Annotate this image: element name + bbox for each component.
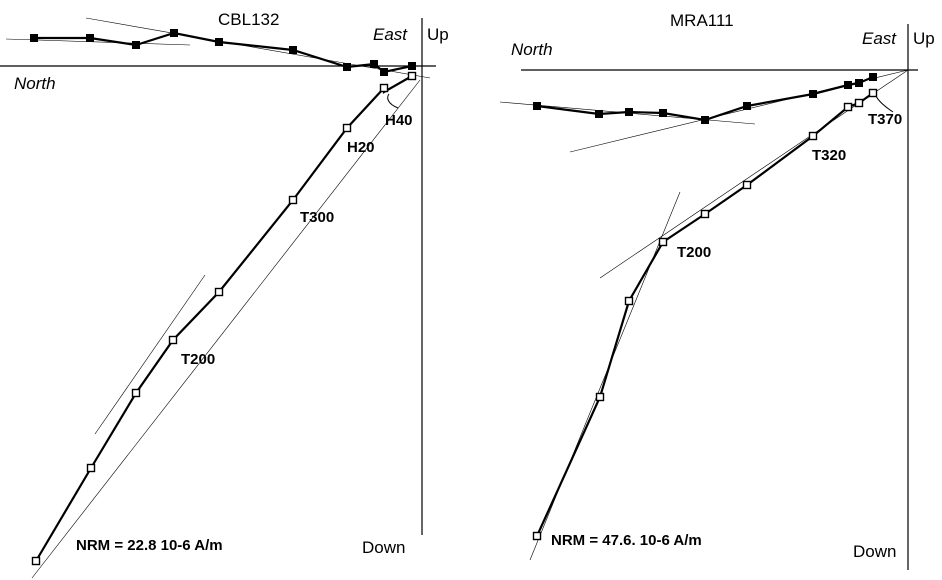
vertical-projection-line <box>535 92 874 537</box>
open-point <box>379 83 389 93</box>
step-label-t370: T370 <box>868 111 902 128</box>
open-point <box>86 463 96 473</box>
step-label-t200: T200 <box>677 244 711 261</box>
open-point <box>131 388 141 398</box>
open-point <box>868 88 878 98</box>
step-label-h20: H20 <box>347 139 375 156</box>
panel-title: CBL132 <box>218 10 279 29</box>
panel-mra111: MRA111 North East Up Down <box>499 11 935 570</box>
filled-point <box>215 38 223 46</box>
filled-point <box>86 34 94 42</box>
filled-point <box>408 62 416 70</box>
panel-cbl132: CBL132 North East Up Down <box>0 10 449 579</box>
nrm-label: NRM = 47.6. 10-6 A/m <box>551 532 702 549</box>
filled-point <box>30 34 38 42</box>
h40-arrow <box>387 93 399 109</box>
horizontal-projection-line <box>34 31 413 74</box>
filled-point <box>533 102 541 110</box>
filled-point <box>701 116 709 124</box>
filled-point <box>743 102 751 110</box>
open-point <box>854 98 864 108</box>
open-point <box>742 180 752 190</box>
open-point <box>342 123 352 133</box>
open-point <box>700 209 710 219</box>
filled-point <box>659 109 667 117</box>
open-point <box>658 237 668 247</box>
open-point <box>31 556 41 566</box>
open-point <box>595 392 605 402</box>
fit-line-vertical-2 <box>31 79 421 579</box>
filled-point <box>170 29 178 37</box>
filled-point <box>855 79 863 87</box>
panel-title: MRA111 <box>670 11 734 30</box>
north-label: North <box>14 74 56 93</box>
step-label-h40: H40 <box>385 112 413 129</box>
open-point <box>288 195 298 205</box>
filled-point <box>343 63 351 71</box>
step-label-t300: T300 <box>300 209 334 226</box>
filled-point <box>625 108 633 116</box>
horizontal-projection-line <box>536 75 874 122</box>
open-point <box>407 71 417 81</box>
filled-point <box>869 73 877 81</box>
fit-line-vertical-2 <box>529 191 681 561</box>
open-point <box>168 335 178 345</box>
open-point <box>214 287 224 297</box>
up-label: Up <box>427 25 449 44</box>
open-point <box>808 131 818 141</box>
filled-point <box>289 46 297 54</box>
filled-point <box>844 81 852 89</box>
up-label: Up <box>913 29 935 48</box>
nrm-label: NRM = 22.8 10-6 A/m <box>76 537 223 554</box>
down-label: Down <box>362 538 405 557</box>
down-label: Down <box>853 542 896 561</box>
east-label: East <box>373 25 408 44</box>
open-point <box>624 296 634 306</box>
filled-point <box>370 60 378 68</box>
step-label-t320: T320 <box>812 147 846 164</box>
filled-point <box>132 41 140 49</box>
east-label: East <box>862 29 897 48</box>
filled-point <box>809 90 817 98</box>
t370-arrow <box>875 95 894 113</box>
filled-point <box>595 110 603 118</box>
step-label-t200: T200 <box>181 351 215 368</box>
open-point <box>843 102 853 112</box>
north-label: North <box>511 40 553 59</box>
filled-point <box>380 68 388 76</box>
open-point <box>532 531 542 541</box>
fit-line-vertical-1 <box>94 274 206 435</box>
